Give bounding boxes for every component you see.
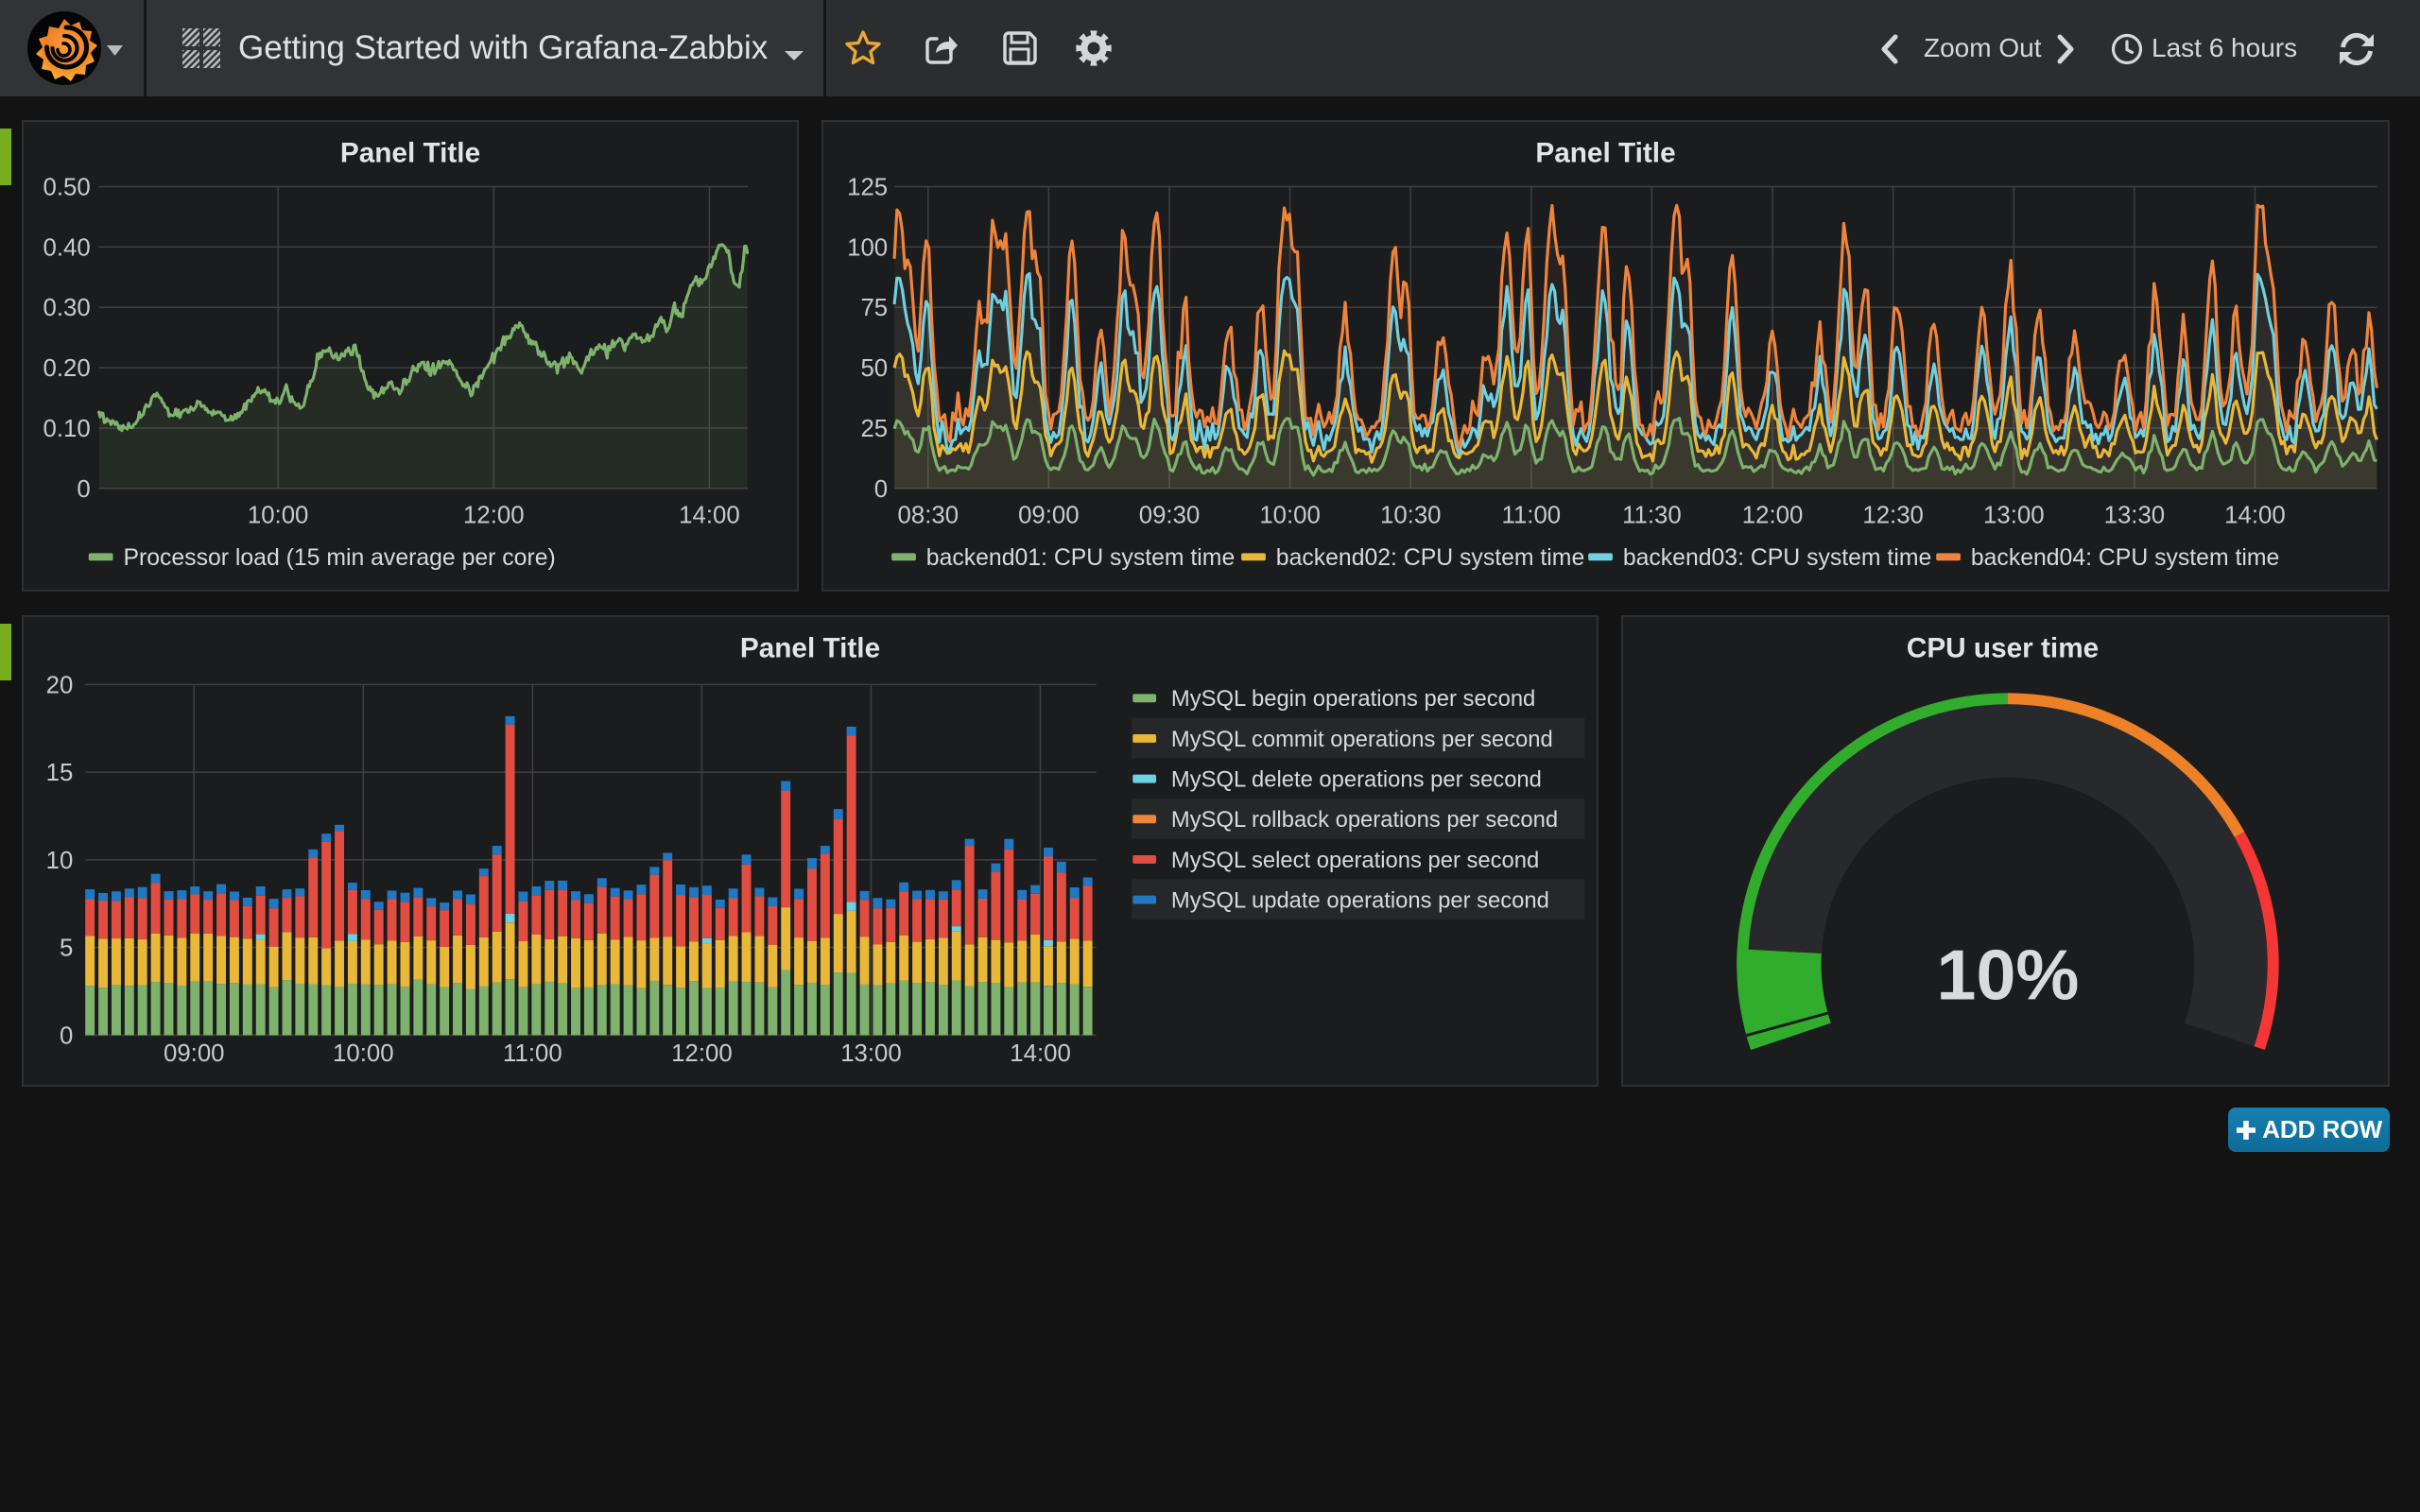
svg-text:CPU user time: CPU user time (1907, 633, 2099, 664)
svg-text:125: 125 (847, 174, 888, 200)
svg-text:MySQL commit operations per se: MySQL commit operations per second (1171, 727, 1553, 752)
svg-text:100: 100 (847, 234, 888, 261)
svg-text:09:00: 09:00 (1018, 503, 1080, 529)
svg-text:5: 5 (60, 936, 73, 962)
svg-text:10:00: 10:00 (1259, 503, 1321, 529)
svg-text:Processor load (15 min average: Processor load (15 min average per core) (123, 545, 555, 571)
svg-text:12:00: 12:00 (671, 1040, 733, 1067)
svg-text:0: 0 (874, 476, 888, 503)
svg-text:10:00: 10:00 (333, 1040, 394, 1067)
svg-text:13:00: 13:00 (1983, 503, 2045, 529)
svg-text:12:00: 12:00 (463, 503, 525, 529)
svg-text:Panel Title: Panel Title (340, 138, 480, 169)
svg-text:Panel Title: Panel Title (740, 633, 880, 664)
svg-text:10:30: 10:30 (1380, 503, 1442, 529)
svg-text:0: 0 (77, 476, 90, 503)
svg-text:09:30: 09:30 (1139, 503, 1201, 529)
svg-text:backend04: CPU system time: backend04: CPU system time (1971, 545, 2279, 571)
svg-text:11:00: 11:00 (503, 1040, 562, 1067)
svg-text:0.10: 0.10 (43, 416, 91, 442)
svg-text:0.30: 0.30 (43, 295, 91, 321)
svg-text:12:00: 12:00 (1742, 503, 1804, 529)
svg-text:MySQL select operations per se: MySQL select operations per second (1171, 848, 1539, 873)
svg-text:14:00: 14:00 (2224, 503, 2286, 529)
svg-text:0.20: 0.20 (43, 355, 91, 382)
svg-text:14:00: 14:00 (679, 503, 740, 529)
svg-text:14:00: 14:00 (1010, 1040, 1071, 1067)
svg-text:0: 0 (60, 1022, 73, 1049)
svg-text:11:30: 11:30 (1622, 503, 1682, 529)
svg-text:MySQL update operations per se: MySQL update operations per second (1171, 888, 1549, 914)
svg-text:11:00: 11:00 (1502, 503, 1562, 529)
svg-text:backend02: CPU system time: backend02: CPU system time (1276, 545, 1584, 571)
svg-text:0.50: 0.50 (43, 174, 91, 200)
svg-text:0.40: 0.40 (43, 234, 91, 261)
svg-text:13:30: 13:30 (2104, 503, 2166, 529)
svg-text:09:00: 09:00 (164, 1040, 225, 1067)
svg-text:08:30: 08:30 (898, 503, 959, 529)
svg-text:25: 25 (860, 416, 888, 442)
svg-text:10%: 10% (1937, 936, 2080, 1015)
svg-text:50: 50 (860, 355, 888, 382)
svg-text:MySQL rollback operations per: MySQL rollback operations per second (1171, 807, 1558, 833)
svg-text:Panel Title: Panel Title (1535, 138, 1675, 169)
svg-text:backend01: CPU system time: backend01: CPU system time (926, 545, 1235, 571)
svg-text:20: 20 (46, 672, 74, 698)
svg-text:10:00: 10:00 (248, 503, 309, 529)
svg-text:backend03: CPU system time: backend03: CPU system time (1623, 545, 1931, 571)
svg-text:10: 10 (46, 848, 74, 874)
svg-text:MySQL begin operations per sec: MySQL begin operations per second (1171, 686, 1535, 712)
svg-text:MySQL delete operations per se: MySQL delete operations per second (1171, 767, 1542, 793)
svg-text:75: 75 (860, 295, 888, 321)
svg-text:12:30: 12:30 (1862, 503, 1924, 529)
svg-text:13:00: 13:00 (840, 1040, 902, 1067)
svg-text:15: 15 (46, 760, 74, 786)
